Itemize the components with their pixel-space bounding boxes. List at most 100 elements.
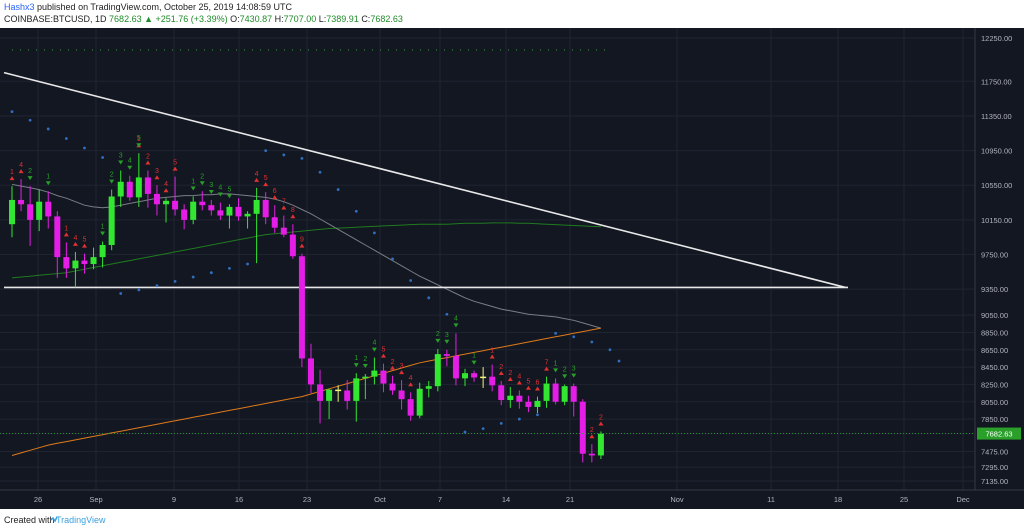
sar-dot (137, 288, 141, 292)
candle-body[interactable] (217, 210, 224, 216)
candle-body[interactable] (262, 199, 269, 218)
buy-setup-count: 3 (572, 366, 576, 373)
candle-body[interactable] (99, 244, 106, 258)
sell-setup-count: 8 (291, 207, 295, 214)
buy-setup-count: 1 (191, 178, 195, 185)
candle-body[interactable] (543, 383, 550, 401)
candle-body[interactable] (90, 257, 97, 265)
sar-dot (228, 266, 231, 270)
buy-setup-arrow-icon (435, 338, 441, 343)
candle-body[interactable] (380, 370, 387, 384)
candle-body[interactable] (335, 389, 342, 392)
candle-body[interactable] (244, 213, 251, 217)
candle-body[interactable] (489, 376, 496, 386)
candle-body[interactable] (289, 234, 296, 257)
sell-setup-count: 2 (146, 154, 150, 161)
candle-body[interactable] (9, 199, 15, 225)
candle-body[interactable] (163, 200, 170, 205)
candle-body[interactable] (425, 386, 432, 389)
sell-setup-count: 1 (64, 225, 68, 232)
candle-body[interactable] (45, 201, 52, 217)
candle-body[interactable] (471, 373, 478, 378)
candle-body[interactable] (407, 399, 414, 416)
candle-body[interactable] (280, 227, 287, 235)
sar-dot (391, 257, 394, 261)
candle-body[interactable] (344, 390, 351, 401)
candle-body[interactable] (597, 433, 604, 456)
time-axis[interactable]: 26 Sep 9 16 23 Oct 7 14 21 Nov 11 18 25 Dec (0, 489, 1024, 504)
sell-setup-count: 3 (155, 168, 159, 175)
candle-body[interactable] (353, 378, 360, 401)
candle-body[interactable] (27, 204, 34, 220)
candle-body[interactable] (552, 383, 559, 402)
candle-body[interactable] (516, 395, 523, 402)
candle-body[interactable] (307, 358, 314, 385)
candle-body[interactable] (208, 205, 215, 211)
candle-body[interactable] (181, 209, 188, 220)
last-price: 7682.63 (109, 14, 142, 24)
candle-body[interactable] (579, 401, 586, 454)
candle-body[interactable] (326, 389, 333, 401)
time-tick-label: 11 (767, 495, 775, 504)
candle-body[interactable] (172, 200, 179, 210)
tradingview-brand[interactable]: TradingView (56, 515, 106, 525)
candle-body[interactable] (135, 177, 142, 198)
candle-body[interactable] (72, 260, 79, 269)
buy-setup-count: 1 (554, 360, 558, 367)
sell-setup-count: 6 (273, 188, 277, 195)
author-link[interactable]: Hashx3 (4, 2, 35, 12)
candle-body[interactable] (117, 181, 124, 197)
price-tick-label: 11350.00 (981, 112, 1012, 121)
sar-dot (119, 292, 123, 295)
candle-body[interactable] (389, 383, 396, 391)
candle-body[interactable] (144, 177, 151, 194)
buy-setup-count: 3 (209, 182, 213, 189)
price-tick-label: 8250.00 (981, 380, 1008, 389)
time-tick-label: 14 (502, 495, 510, 504)
candle-body[interactable] (235, 206, 242, 217)
candle-body[interactable] (570, 386, 577, 402)
candle-body[interactable] (462, 373, 468, 379)
sell-setup-count: 2 (508, 370, 512, 377)
candle-body[interactable] (81, 260, 88, 265)
candle-body[interactable] (271, 217, 278, 228)
buy-setup-count: 4 (454, 315, 458, 322)
candle-body[interactable] (434, 354, 441, 387)
candle-body[interactable] (416, 388, 423, 416)
candle-body[interactable] (507, 395, 514, 401)
candle-body[interactable] (253, 199, 260, 214)
candle-body[interactable] (398, 390, 405, 400)
candle-body[interactable] (190, 201, 197, 220)
candle-body[interactable] (199, 201, 206, 206)
buy-setup-count: 2 (436, 331, 440, 338)
candle-body[interactable] (126, 181, 133, 198)
candle-body[interactable] (362, 376, 369, 379)
price-axis[interactable]: 12250.00 11750.00 11350.00 10950.00 10550.00… (974, 28, 1021, 490)
candle-body[interactable] (18, 199, 25, 205)
candle-body[interactable] (480, 376, 487, 379)
buy-setup-count: 2 (200, 173, 204, 180)
candle-body[interactable] (298, 256, 305, 359)
sell-setup-arrow-icon (516, 380, 522, 385)
candle-body[interactable] (561, 386, 568, 402)
candle-body[interactable] (317, 384, 324, 401)
candle-body[interactable] (63, 257, 70, 269)
candle-body[interactable] (498, 385, 505, 401)
candle-body[interactable] (371, 370, 378, 377)
candle-body[interactable] (534, 400, 541, 407)
candle-body[interactable] (36, 201, 43, 220)
candle-body[interactable] (525, 401, 532, 407)
time-tick-label: 25 (900, 495, 908, 504)
candle-body[interactable] (153, 193, 160, 205)
candle-body[interactable] (443, 354, 450, 356)
candle-body[interactable] (226, 206, 233, 216)
candle-body[interactable] (588, 453, 595, 456)
sell-setup-count: 4 (19, 162, 23, 169)
candle-body[interactable] (54, 216, 61, 258)
sar-dot (409, 279, 413, 282)
candle-body[interactable] (108, 196, 115, 245)
descending-trendline[interactable] (3, 71, 846, 289)
candle-body[interactable] (452, 355, 459, 379)
